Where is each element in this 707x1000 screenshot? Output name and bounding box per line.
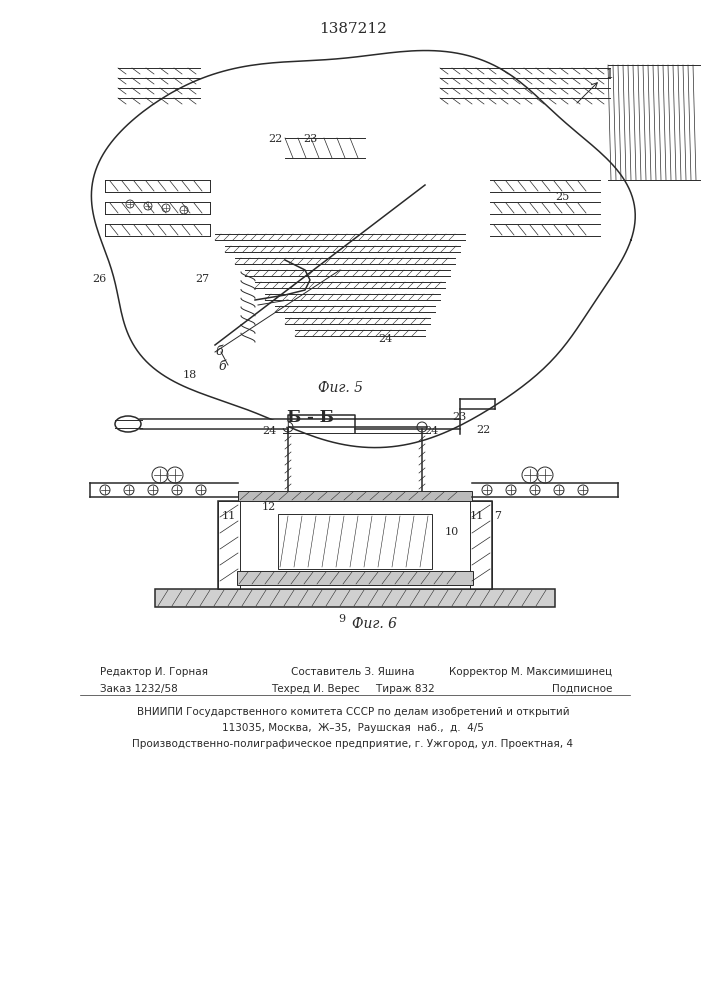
- Text: б: б: [218, 360, 226, 373]
- Text: 24: 24: [262, 426, 276, 436]
- Text: 7: 7: [494, 511, 501, 521]
- Text: 11: 11: [470, 511, 484, 521]
- Text: 24: 24: [424, 426, 438, 436]
- Bar: [218, 501, 240, 589]
- Text: ВНИИПИ Государственного комитета СССР по делам изобретений и открытий: ВНИИПИ Государственного комитета СССР по…: [136, 707, 569, 717]
- Bar: [237, 571, 473, 585]
- Text: 1: 1: [605, 68, 613, 81]
- Text: 23: 23: [452, 412, 466, 422]
- Bar: [218, 501, 492, 589]
- Text: 22: 22: [476, 425, 490, 435]
- Text: 9: 9: [338, 614, 345, 624]
- Text: 25: 25: [555, 192, 569, 202]
- Bar: [278, 514, 432, 569]
- Text: Фиг. 6: Фиг. 6: [352, 617, 397, 631]
- Text: Заказ 1232/58: Заказ 1232/58: [100, 684, 177, 694]
- Text: Б - Б: Б - Б: [286, 409, 334, 426]
- Bar: [238, 491, 472, 501]
- Bar: [155, 589, 555, 607]
- Text: б: б: [215, 345, 223, 358]
- Text: 10: 10: [445, 527, 460, 537]
- Text: 23: 23: [303, 134, 317, 144]
- Bar: [470, 501, 492, 589]
- Text: 12: 12: [262, 502, 276, 512]
- Text: 113035, Москва,  Ж–35,  Раушская  наб.,  д.  4/5: 113035, Москва, Ж–35, Раушская наб., д. …: [222, 723, 484, 733]
- Text: Техред И. Верес     Тираж 832: Техред И. Верес Тираж 832: [271, 684, 435, 694]
- Text: Подписное: Подписное: [551, 684, 612, 694]
- Text: Производственно-полиграфическое предприятие, г. Ужгород, ул. Проектная, 4: Производственно-полиграфическое предприя…: [132, 739, 573, 749]
- Text: Редактор И. Горная: Редактор И. Горная: [100, 667, 208, 677]
- Text: 11: 11: [222, 511, 236, 521]
- Text: 24: 24: [378, 334, 392, 344]
- Text: Составитель З. Яшина: Составитель З. Яшина: [291, 667, 415, 677]
- Text: 27: 27: [195, 274, 209, 284]
- Text: 22: 22: [268, 134, 282, 144]
- Text: 18: 18: [183, 370, 197, 380]
- Text: 26: 26: [92, 274, 106, 284]
- Text: 1387212: 1387212: [319, 22, 387, 36]
- Text: Корректор М. Максимишинец: Корректор М. Максимишинец: [449, 667, 612, 677]
- Text: Фиг. 5: Фиг. 5: [318, 381, 363, 395]
